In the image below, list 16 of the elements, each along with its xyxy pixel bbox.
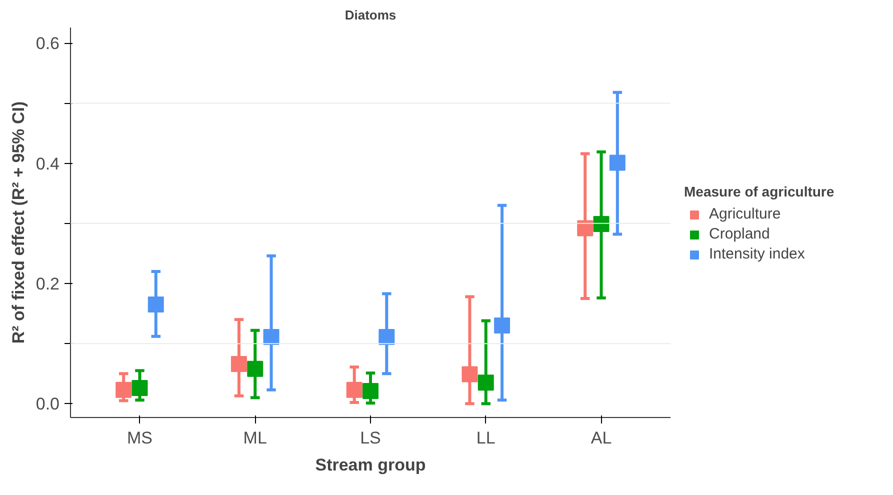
chart-title: Diatoms bbox=[344, 8, 396, 22]
x-tick-label: ML bbox=[243, 428, 267, 448]
x-tick-label: LS bbox=[360, 428, 381, 448]
x-tick-label: LL bbox=[476, 428, 496, 448]
y-axis-title: R² of fixed effect (R² + 95% CI) bbox=[8, 101, 28, 344]
y-tick-label: 0.2 bbox=[36, 274, 60, 294]
y-tick-label: 0.0 bbox=[36, 394, 60, 414]
legend-title: Measure of agriculture bbox=[684, 183, 834, 199]
x-axis-title: Stream group bbox=[315, 456, 426, 474]
y-tick-label: 0.6 bbox=[36, 34, 60, 54]
y-tick-label: 0.4 bbox=[36, 154, 60, 174]
legend-label: Intensity index bbox=[709, 245, 805, 263]
legend-label: Agriculture bbox=[709, 205, 781, 223]
x-tick-label: MS bbox=[126, 428, 152, 448]
legend-label: Cropland bbox=[709, 225, 770, 243]
x-tick-label: AL bbox=[590, 428, 612, 448]
